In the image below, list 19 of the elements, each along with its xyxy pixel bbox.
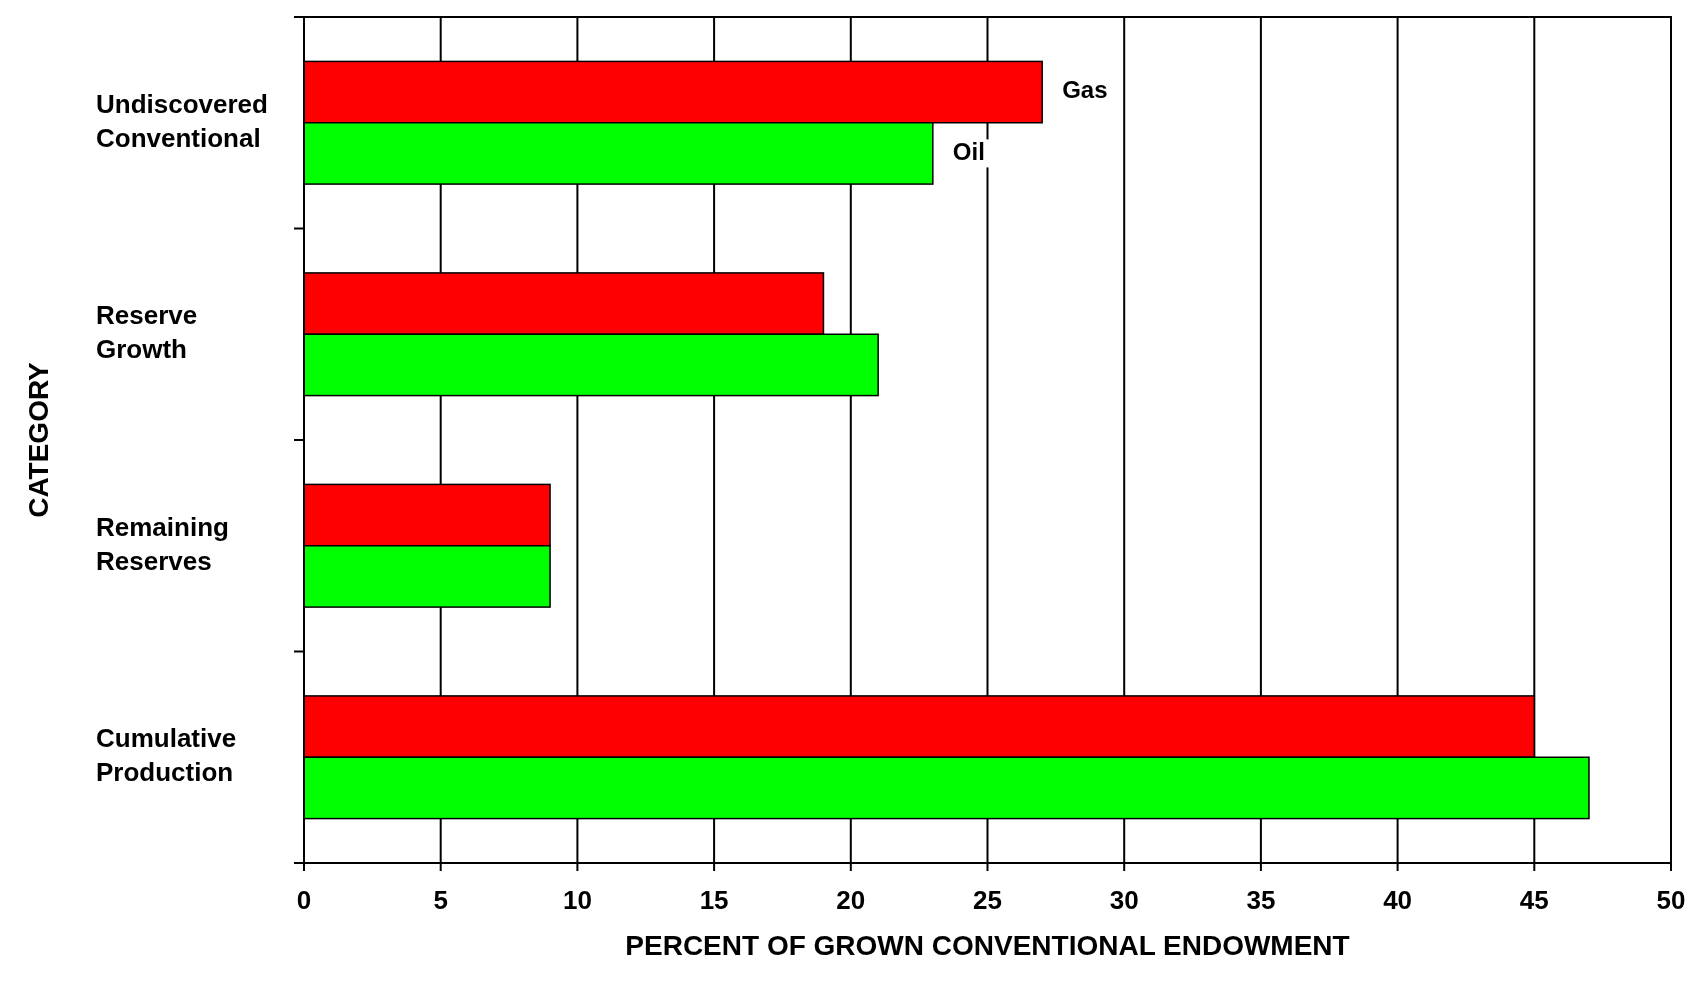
x-tick-label: 40 bbox=[1383, 885, 1413, 915]
x-axis-title: PERCENT OF GROWN CONVENTIONAL ENDOWMENT bbox=[625, 930, 1350, 961]
x-tick-label: 50 bbox=[1656, 885, 1686, 915]
y-axis-title: CATEGORY bbox=[23, 361, 54, 518]
x-tick-label: 35 bbox=[1246, 885, 1276, 915]
y-tick-label: Reserve Growth bbox=[96, 300, 198, 365]
x-tick-label: 15 bbox=[699, 885, 729, 915]
x-tick-label: 0 bbox=[296, 885, 312, 915]
x-tick-label: 5 bbox=[433, 885, 448, 915]
series-label: Oil bbox=[952, 137, 985, 165]
x-tick-label: 30 bbox=[1109, 885, 1139, 915]
y-tick-label: Cumulative Production bbox=[96, 723, 237, 788]
x-tick-label: 20 bbox=[836, 885, 866, 915]
x-tick-label: 25 bbox=[973, 885, 1002, 915]
x-tick-label: 45 bbox=[1519, 885, 1549, 915]
y-tick-label: Remaining Reserves bbox=[96, 511, 229, 576]
y-tick-label: Undiscovered Conventional bbox=[96, 88, 268, 153]
series-label: Gas bbox=[1062, 76, 1108, 104]
x-tick-label: 10 bbox=[562, 885, 592, 915]
